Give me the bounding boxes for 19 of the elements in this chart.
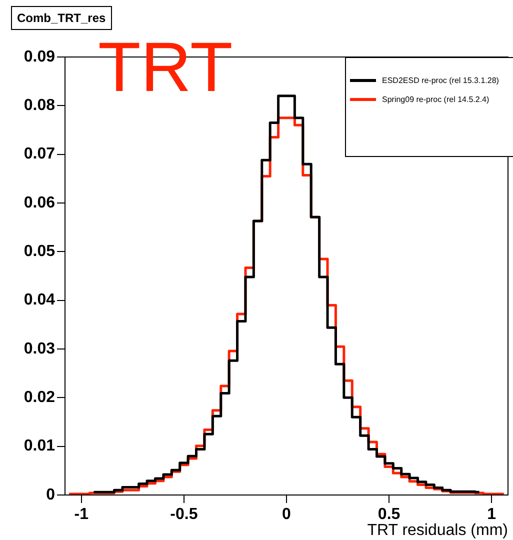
y-tick-label: 0.02 (24, 389, 56, 406)
x-tick-label: 1 (487, 506, 496, 524)
y-tick-label: 0 (46, 486, 56, 504)
x-tick-label: -1 (74, 506, 89, 524)
legend-label: Spring09 re-proc (rel 14.5.2.4) (382, 95, 490, 104)
y-tick-label: 0.05 (24, 243, 56, 260)
y-tick-label: 0.09 (24, 48, 56, 66)
y-tick-label: 0.06 (24, 194, 56, 212)
y-tick-label: 0.04 (24, 292, 56, 309)
x-axis-title: TRT residuals (mm) (367, 522, 508, 539)
x-tick-label: 0.5 (378, 506, 400, 524)
y-tick-label: 0.08 (24, 97, 56, 114)
chart-title: Comb_TRT_res (17, 11, 106, 25)
x-tick-label: 0 (282, 506, 292, 524)
y-tick-label: 0.01 (24, 438, 56, 455)
legend-label: ESD2ESD re-proc (rel 15.3.1.28) (382, 76, 499, 85)
y-tick-label: 0.07 (24, 146, 56, 163)
x-tick-label: -0.5 (170, 506, 198, 524)
y-tick-label: 0.03 (24, 340, 56, 358)
